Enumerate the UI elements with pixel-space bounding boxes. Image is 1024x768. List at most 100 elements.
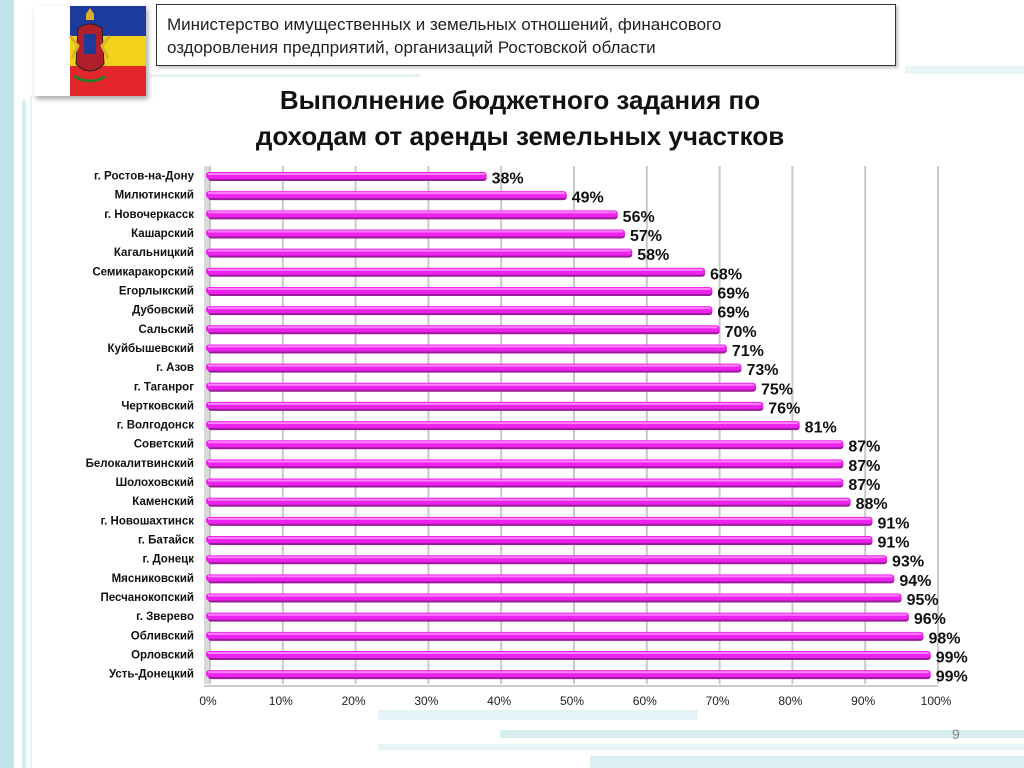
x-tick-label: 20%	[342, 694, 366, 708]
data-label: 95%	[907, 592, 939, 609]
bar-highlight	[208, 613, 907, 616]
slide-title-line-1: Выполнение бюджетного задания по	[279, 85, 761, 115]
decor-stripe-bottom-3	[378, 744, 1024, 750]
data-label: 75%	[761, 381, 793, 398]
bar-highlight	[208, 652, 929, 654]
bar-highlight	[208, 479, 842, 482]
data-label: 87%	[848, 439, 880, 456]
data-label: 58%	[637, 247, 669, 264]
page-number: 9	[952, 726, 960, 742]
bar-highlight	[208, 517, 871, 520]
category-label: Усть-Донецкий	[109, 669, 194, 681]
x-tick-label: 90%	[851, 694, 875, 708]
decor-stripe-left-thin	[22, 100, 26, 768]
data-label: 91%	[877, 535, 909, 552]
category-label: г. Новошахтинск	[101, 515, 195, 527]
category-label: г. Ростов-на-Дону	[94, 171, 195, 183]
category-label: Шолоховский	[116, 477, 194, 489]
category-label: Егорлыкский	[119, 285, 194, 297]
bar-highlight	[208, 441, 842, 444]
category-label: Сальский	[138, 324, 194, 336]
ministry-name: Министерство имущественных и земельных о…	[167, 13, 721, 59]
category-label: г. Волгодонск	[117, 420, 195, 432]
x-tick-label: 70%	[706, 694, 730, 708]
category-label: Куйбышевский	[108, 343, 194, 355]
bar-highlight	[208, 594, 900, 597]
x-tick-label: 100%	[921, 694, 952, 708]
data-label: 69%	[717, 305, 749, 322]
category-label: Каменский	[132, 496, 194, 508]
category-label: г. Батайск	[138, 535, 194, 547]
data-label: 68%	[710, 266, 742, 283]
category-label: Дубовский	[132, 305, 194, 317]
bar-highlight	[208, 498, 849, 501]
bar-highlight	[208, 326, 718, 329]
bar-highlight	[208, 192, 565, 195]
bar-highlight	[208, 671, 929, 674]
bar-highlight	[208, 556, 886, 559]
x-tick-label: 50%	[560, 694, 584, 708]
bar-highlight	[208, 422, 798, 425]
category-label: Семикаракорский	[92, 266, 194, 278]
decor-stripe-right	[905, 66, 1024, 74]
slide-title: Выполнение бюджетного задания по доходам…	[150, 82, 890, 154]
bar-highlight	[208, 402, 762, 405]
data-label: 57%	[630, 228, 662, 245]
bar-highlight	[208, 632, 922, 635]
ministry-name-line-2: оздоровления предприятий, организаций Ро…	[167, 38, 656, 57]
decor-stripe-top	[150, 74, 420, 77]
x-tick-label: 80%	[778, 694, 802, 708]
bar-highlight	[208, 537, 871, 540]
category-label: г. Новочеркасск	[104, 209, 194, 221]
bar-highlight	[208, 460, 842, 463]
bar-highlight	[208, 173, 485, 175]
category-label: Орловский	[131, 650, 194, 662]
data-label: 81%	[805, 420, 837, 437]
bar-highlight	[208, 364, 740, 367]
data-label: 91%	[877, 515, 909, 532]
data-label: 94%	[899, 573, 931, 590]
data-label: 99%	[936, 650, 968, 667]
category-label: Песчанокопский	[100, 592, 194, 604]
emblem-white-hoist	[34, 6, 70, 96]
category-label: Обливский	[131, 630, 194, 642]
data-label: 49%	[572, 190, 604, 207]
bar-highlight	[208, 383, 754, 386]
data-label: 88%	[856, 496, 888, 513]
data-label: 70%	[725, 324, 757, 341]
category-label: г. Таганрог	[134, 381, 194, 393]
data-label: 73%	[746, 362, 778, 379]
category-label: Советский	[134, 439, 194, 451]
data-label: 96%	[914, 611, 946, 628]
category-label: Кашарский	[131, 228, 194, 240]
data-label: 71%	[732, 343, 764, 360]
category-label: Мясниковский	[112, 573, 194, 585]
category-label: Белокалитвинский	[86, 458, 194, 470]
data-label: 98%	[928, 630, 960, 647]
decor-stripe-left	[0, 0, 14, 768]
ministry-name-line-1: Министерство имущественных и земельных о…	[167, 15, 722, 34]
decor-stripe-inner	[30, 96, 32, 768]
category-label: Кагальницкий	[114, 247, 194, 259]
bar-highlight	[208, 307, 711, 310]
data-label: 76%	[768, 400, 800, 417]
bar-highlight	[208, 230, 623, 233]
bar-highlight	[208, 575, 893, 578]
data-label: 56%	[623, 209, 655, 226]
slide-title-line-2: доходам от аренды земельных участков	[255, 121, 785, 151]
category-label: г. Донецк	[142, 554, 194, 566]
data-label: 69%	[717, 285, 749, 302]
bar-highlight	[208, 287, 711, 290]
data-label: 87%	[848, 477, 880, 494]
category-label: г. Зверево	[136, 611, 194, 623]
bar-highlight	[208, 268, 704, 271]
x-tick-label: 30%	[414, 694, 438, 708]
ministry-header: Министерство имущественных и земельных о…	[156, 4, 896, 66]
data-label: 87%	[848, 458, 880, 475]
x-tick-label: 0%	[199, 694, 217, 708]
category-label: Милютинский	[115, 190, 194, 202]
x-tick-label: 60%	[633, 694, 657, 708]
category-label: Чертковский	[121, 400, 194, 412]
data-label: 93%	[892, 554, 924, 571]
